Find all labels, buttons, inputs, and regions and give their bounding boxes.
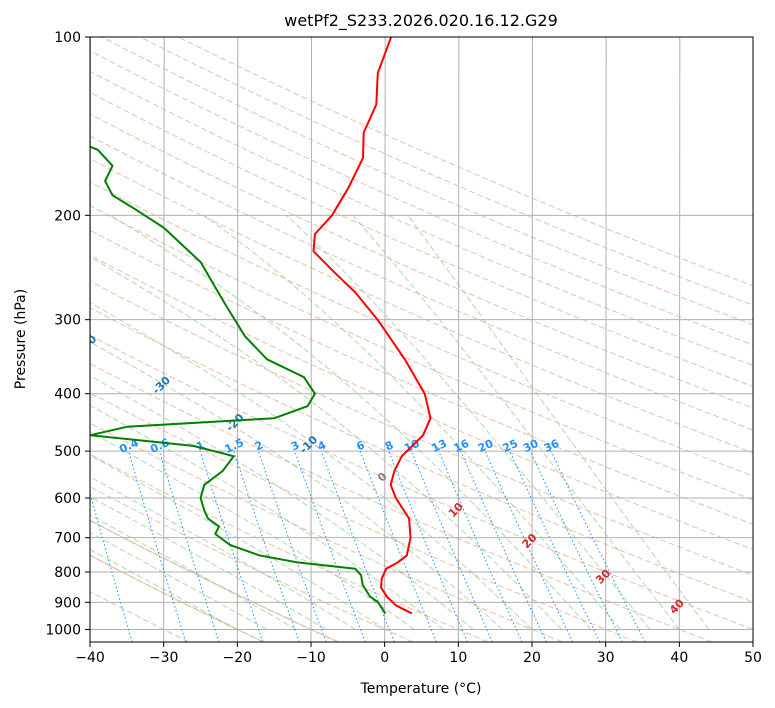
moist-adiabat xyxy=(90,454,385,630)
dry-adiabat xyxy=(90,181,753,477)
y-tick-label: 100 xyxy=(54,30,81,46)
dry-adiabat xyxy=(90,70,753,367)
x-tick-label: 40 xyxy=(670,650,688,666)
moist-adiabat xyxy=(286,214,651,630)
moist-adiabat xyxy=(90,404,444,630)
mixing-ratio-label: 36 xyxy=(542,437,562,455)
dry-adiabat xyxy=(90,113,753,409)
x-tick-label: 10 xyxy=(449,650,467,666)
y-axis-label: Pressure (hPa) xyxy=(13,289,29,389)
temperature-profile-line xyxy=(312,37,432,615)
isotherm-gridlines xyxy=(90,37,753,642)
mixing-ratio-lines xyxy=(90,450,646,642)
y-tick-label: 800 xyxy=(54,565,81,581)
x-tick-label: 50 xyxy=(744,650,762,666)
profiles xyxy=(90,37,432,615)
mixing-ratio-label: 13 xyxy=(430,437,449,455)
x-tick-label: −10 xyxy=(296,650,326,666)
mixing-ratio-label: 30 xyxy=(521,437,541,455)
moist-adiabat xyxy=(90,476,356,630)
dry-adiabat xyxy=(101,37,753,326)
mixing-ratio-line xyxy=(529,450,623,642)
x-tick-label: 30 xyxy=(597,650,615,666)
x-tick-label: −40 xyxy=(75,650,105,666)
mixing-ratio-line xyxy=(388,450,468,642)
y-tick-label: 900 xyxy=(54,595,81,611)
mixing-ratio-label: 20 xyxy=(476,437,496,455)
mixing-ratio-line xyxy=(438,450,523,642)
y-tick-label: 400 xyxy=(54,387,81,403)
mixing-ratio-label: 25 xyxy=(501,437,520,455)
moist-adiabat xyxy=(90,431,415,630)
mixing-ratio-line xyxy=(550,450,646,642)
y-tick-label: 700 xyxy=(54,531,81,547)
dry-adiabat xyxy=(90,229,753,525)
x-axis-label: Temperature (°C) xyxy=(360,681,482,697)
reference-curve xyxy=(90,554,264,642)
x-tick-label: 20 xyxy=(523,650,541,666)
dry-adiabat xyxy=(90,590,190,642)
mixing-ratio-line xyxy=(410,450,493,642)
mixing-ratio-line xyxy=(199,450,264,642)
moist-adiabat xyxy=(90,301,533,630)
x-tick-label: 0 xyxy=(380,650,389,666)
plot-area: -100-90-80-70-60-50-40-30-20-10010203040… xyxy=(76,37,753,642)
x-axis: −40 −30 −20 −10 0 10 20 30 40 50 xyxy=(75,642,762,666)
plot-frame xyxy=(89,36,754,643)
dewpoint-profile-line xyxy=(90,145,387,615)
moist-adiabat xyxy=(90,548,238,630)
y-tick-label: 1000 xyxy=(45,622,81,638)
y-tick-label: 600 xyxy=(54,491,81,507)
dry-adiabat xyxy=(90,307,753,603)
mixing-ratio-line xyxy=(294,450,366,642)
mixing-ratio-line xyxy=(320,450,395,642)
y-tick-label: 300 xyxy=(54,313,81,329)
dry-adiabat xyxy=(90,135,753,431)
dry-adiabat xyxy=(90,486,414,642)
isotherm-label: -40 xyxy=(76,332,99,355)
y-tick-label: 200 xyxy=(54,208,81,224)
mixing-ratio-line xyxy=(233,450,300,642)
moist-adiabat xyxy=(90,514,297,630)
x-tick-label: −30 xyxy=(149,650,179,666)
y-axis: 100 200 300 400 500 600 700 800 900 1000 xyxy=(45,30,90,638)
mixing-ratio-line xyxy=(258,450,327,642)
dry-adiabat xyxy=(139,37,753,306)
dry-adiabat xyxy=(90,334,753,630)
dry-adiabats xyxy=(90,37,753,642)
moist-adiabat xyxy=(90,496,326,630)
mixing-ratio-line xyxy=(128,450,187,642)
mixing-ratio-label: 16 xyxy=(452,437,472,455)
dry-adiabat xyxy=(90,280,753,576)
mixing-ratio-line xyxy=(359,450,437,642)
chart-title: wetPf2_S233.2026.020.16.12.G29 xyxy=(284,11,558,31)
dry-adiabat xyxy=(90,422,563,642)
moist-adiabat xyxy=(90,256,562,630)
dry-adiabat xyxy=(90,392,638,642)
mixing-ratio-line xyxy=(158,450,220,642)
dry-adiabat xyxy=(90,363,712,642)
x-tick-label: −20 xyxy=(223,650,253,666)
y-tick-label: 500 xyxy=(54,444,81,460)
dry-adiabat xyxy=(90,254,753,551)
